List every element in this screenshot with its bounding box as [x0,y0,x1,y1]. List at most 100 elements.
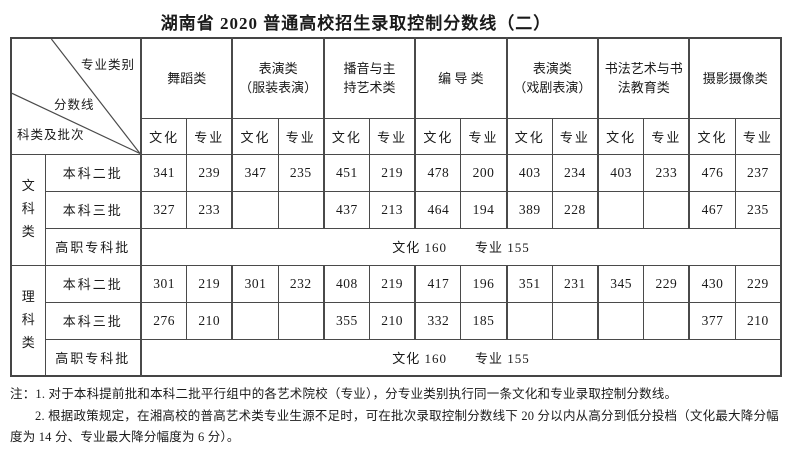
corner-label-major-category: 专业类别 [80,58,135,72]
score-cell [505,301,553,340]
subheader-culture: 文化 [231,117,279,155]
score-cell: 210 [369,301,416,340]
score-table: 专业类别 分数线 科类及批次 舞蹈类 表演类 （服装表演） 播音与主 持艺术类 … [10,37,782,377]
score-cell: 347 [231,153,279,192]
score-cell: 219 [369,264,416,303]
merged-score-cell: 文化 160 专业 155 [140,227,782,266]
table-row: 本科三批 327 233 437 213 464 194 389 228 467… [11,190,782,229]
subheader-major: 专业 [643,117,690,155]
subheader-major: 专业 [734,117,782,155]
score-cell: 232 [277,264,325,303]
score-cell: 403 [597,153,645,192]
score-cell [643,190,690,229]
corner-diagonal-lines [12,39,140,153]
corner-label-score-line: 分数线 [54,98,95,112]
batch-label: 本科三批 [44,190,142,229]
subheader-major: 专业 [460,117,508,155]
batch-label: 本科二批 [44,264,142,303]
score-cell: 213 [369,190,416,229]
score-cell: 408 [322,264,371,303]
score-cell: 351 [505,264,553,303]
score-cell: 467 [688,190,736,229]
batch-label: 本科二批 [44,153,142,192]
score-cell: 219 [186,264,233,303]
category-vertical-text: 文科类 [21,178,35,239]
subheader-major: 专业 [551,117,599,155]
corner-label-subject-batch: 科类及批次 [17,127,85,142]
score-cell [277,301,325,340]
note-line-1: 注：1. 对于本科提前批和本科二批平行组中的各艺术院校（专业），分专业类别执行同… [10,387,678,401]
table-row: 高职专科批 文化 160 专业 155 [11,338,782,377]
score-cell: 229 [734,264,782,303]
score-cell: 327 [140,190,188,229]
score-cell: 200 [460,153,508,192]
subheader-culture: 文化 [414,117,462,155]
score-cell: 210 [734,301,782,340]
subheader-culture: 文化 [505,117,553,155]
score-cell: 476 [688,153,736,192]
score-cell: 403 [505,153,553,192]
group-header-performance-drama: 表演类 （戏剧表演） [505,37,599,119]
score-cell [551,301,599,340]
table-row: 本科三批 276 210 355 210 332 185 377 210 [11,301,782,340]
score-cell: 276 [140,301,188,340]
subheader-culture: 文化 [322,117,371,155]
score-cell: 234 [551,153,599,192]
score-cell [643,301,690,340]
score-cell: 301 [231,264,279,303]
batch-label: 高职专科批 [44,338,142,377]
score-cell: 377 [688,301,736,340]
score-cell: 219 [369,153,416,192]
score-cell: 464 [414,190,462,229]
subheader-major: 专业 [186,117,233,155]
score-cell: 345 [597,264,645,303]
score-cell: 417 [414,264,462,303]
score-cell: 185 [460,301,508,340]
subheader-culture: 文化 [140,117,188,155]
score-cell [231,301,279,340]
subheader-major: 专业 [277,117,325,155]
score-cell: 451 [322,153,371,192]
header-row-groups: 专业类别 分数线 科类及批次 舞蹈类 表演类 （服装表演） 播音与主 持艺术类 … [10,37,782,155]
score-cell: 332 [414,301,462,340]
score-cell: 229 [643,264,690,303]
score-cell: 389 [505,190,553,229]
score-cell: 228 [551,190,599,229]
score-cell: 478 [414,153,462,192]
table-row: 高职专科批 文化 160 专业 155 [11,227,782,266]
score-cell: 210 [186,301,233,340]
subheader-major: 专业 [369,117,416,155]
category-vertical-text: 理科类 [21,289,35,350]
group-header-photography: 摄影摄像类 [688,37,782,119]
score-cell: 239 [186,153,233,192]
header-row-subcolumns: 文化 专业 文化 专业 文化 专业 文化 专业 文化 专业 文化 专业 文化 专… [11,117,782,155]
score-cell: 194 [460,190,508,229]
subheader-culture: 文化 [688,117,736,155]
score-cell: 196 [460,264,508,303]
page-title: 湖南省 2020 普通高校招生录取控制分数线（二） [160,14,552,33]
score-cell: 355 [322,301,371,340]
subheader-culture: 文化 [597,117,645,155]
score-cell: 233 [186,190,233,229]
score-cell [597,190,645,229]
score-cell [597,301,645,340]
table-row: 理科类 本科二批 301 219 301 232 408 219 417 196… [10,264,782,377]
score-cell [277,190,325,229]
score-cell: 233 [643,153,690,192]
group-header-directing: 编 导 类 [414,37,508,119]
score-cell: 235 [734,190,782,229]
group-header-performance-fashion: 表演类 （服装表演） [231,37,325,119]
group-header-broadcasting-hosting: 播音与主 持艺术类 [322,37,416,119]
table-row: 文科类 本科二批 341 239 347 235 451 219 478 200… [10,153,782,266]
category-label-science: 理科类 [10,264,46,377]
score-cell: 237 [734,153,782,192]
group-header-dance: 舞蹈类 [139,37,233,119]
corner-cell: 专业类别 分数线 科类及批次 [10,37,142,155]
score-cell: 301 [140,264,188,303]
score-cell: 235 [277,153,325,192]
category-label-liberal-arts: 文科类 [10,153,46,266]
score-cell: 430 [688,264,736,303]
score-cell: 341 [140,153,188,192]
batch-label: 本科三批 [44,301,142,340]
batch-label: 高职专科批 [44,227,142,266]
